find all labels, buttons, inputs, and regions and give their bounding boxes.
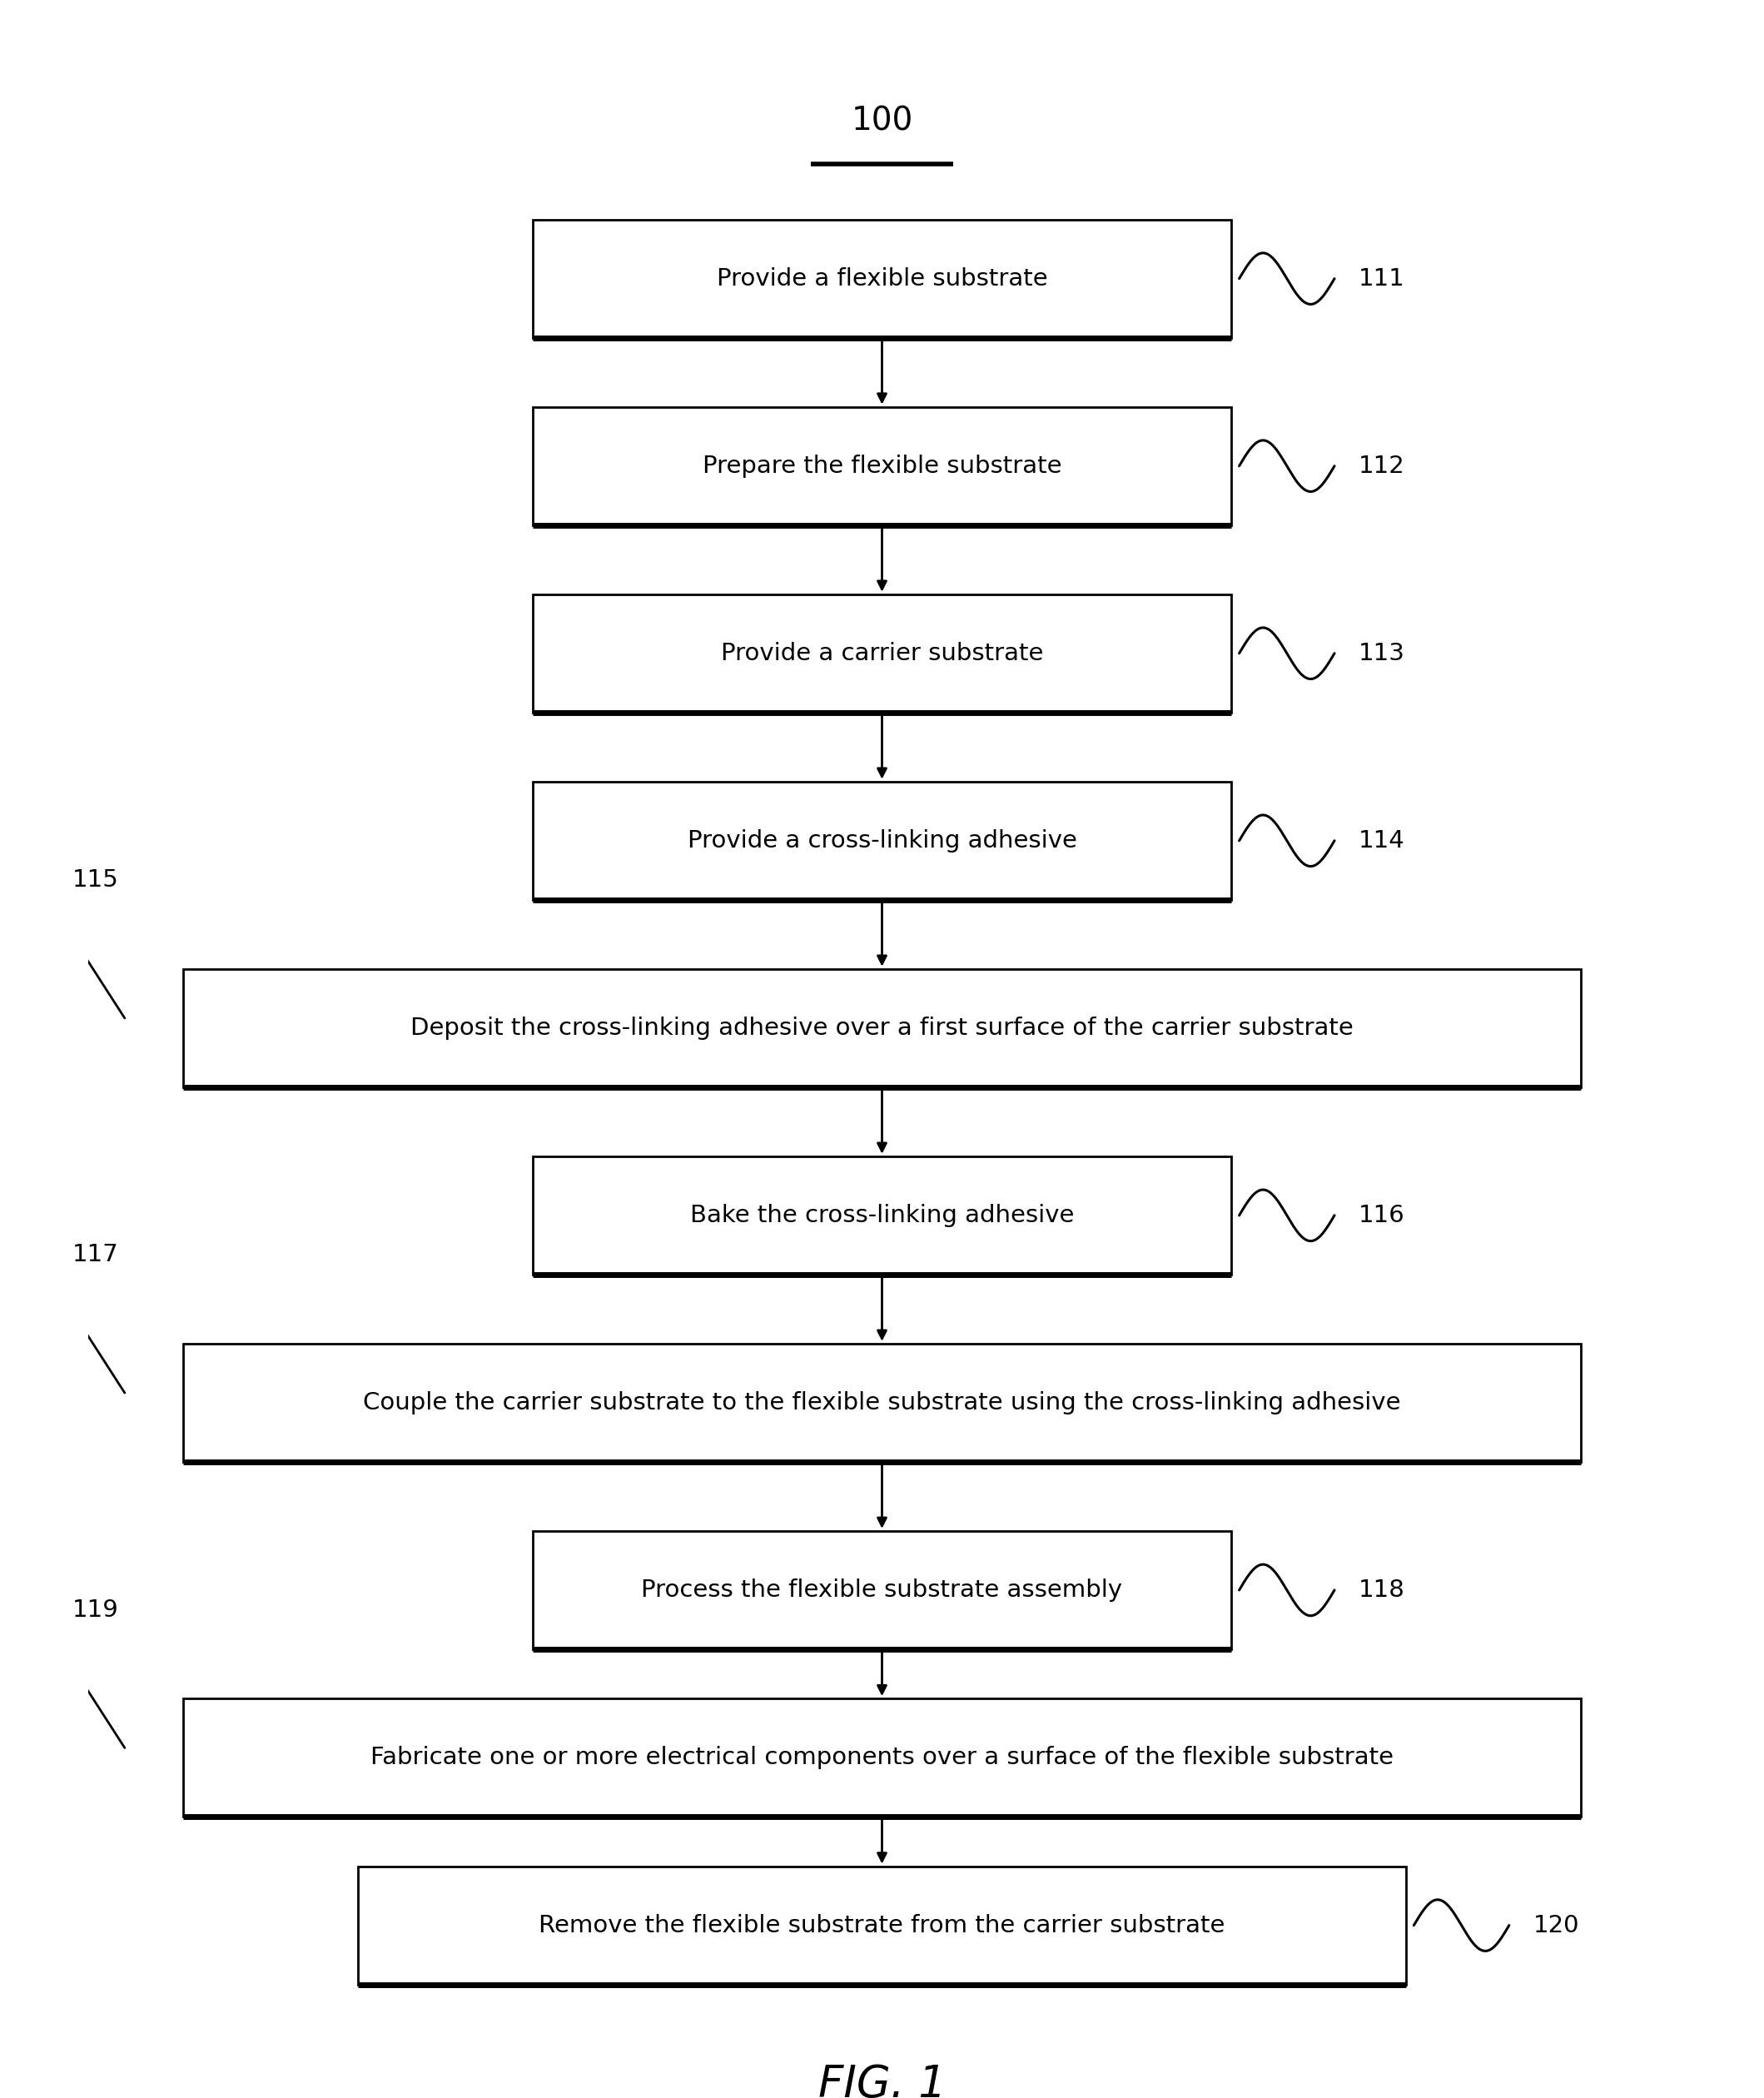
Text: 115: 115 [72, 869, 118, 892]
Text: Provide a flexible substrate: Provide a flexible substrate [716, 266, 1048, 290]
Text: Process the flexible substrate assembly: Process the flexible substrate assembly [642, 1578, 1122, 1601]
Text: Bake the cross-linking adhesive: Bake the cross-linking adhesive [690, 1204, 1074, 1227]
Text: Provide a carrier substrate: Provide a carrier substrate [721, 642, 1043, 665]
Bar [533, 1532, 1231, 1649]
Text: Fabricate one or more electrical components over a surface of the flexible subst: Fabricate one or more electrical compone… [370, 1746, 1394, 1769]
Text: 119: 119 [72, 1599, 118, 1622]
Bar [533, 220, 1231, 338]
Text: 118: 118 [1358, 1578, 1404, 1601]
Text: 113: 113 [1358, 642, 1404, 665]
Text: Prepare the flexible substrate: Prepare the flexible substrate [702, 455, 1062, 478]
Bar [533, 407, 1231, 524]
Text: Provide a cross-linking adhesive: Provide a cross-linking adhesive [688, 829, 1076, 852]
Text: 120: 120 [1533, 1913, 1579, 1936]
Text: 100: 100 [850, 105, 914, 136]
Text: Remove the flexible substrate from the carrier substrate: Remove the flexible substrate from the c… [538, 1913, 1226, 1936]
Bar [183, 1699, 1581, 1817]
Bar [533, 783, 1231, 900]
Bar [183, 1343, 1581, 1462]
Text: 114: 114 [1358, 829, 1404, 852]
Bar [358, 1867, 1406, 1985]
Text: Couple the carrier substrate to the flexible substrate using the cross-linking a: Couple the carrier substrate to the flex… [363, 1391, 1401, 1414]
Text: 112: 112 [1358, 455, 1404, 478]
Bar [183, 969, 1581, 1087]
Text: 117: 117 [72, 1244, 118, 1267]
Text: 111: 111 [1358, 266, 1404, 290]
Text: FIG. 1: FIG. 1 [818, 2062, 946, 2098]
Text: Deposit the cross-linking adhesive over a first surface of the carrier substrate: Deposit the cross-linking adhesive over … [411, 1015, 1353, 1041]
Text: 116: 116 [1358, 1204, 1404, 1227]
Bar [533, 1156, 1231, 1273]
Bar [533, 594, 1231, 713]
